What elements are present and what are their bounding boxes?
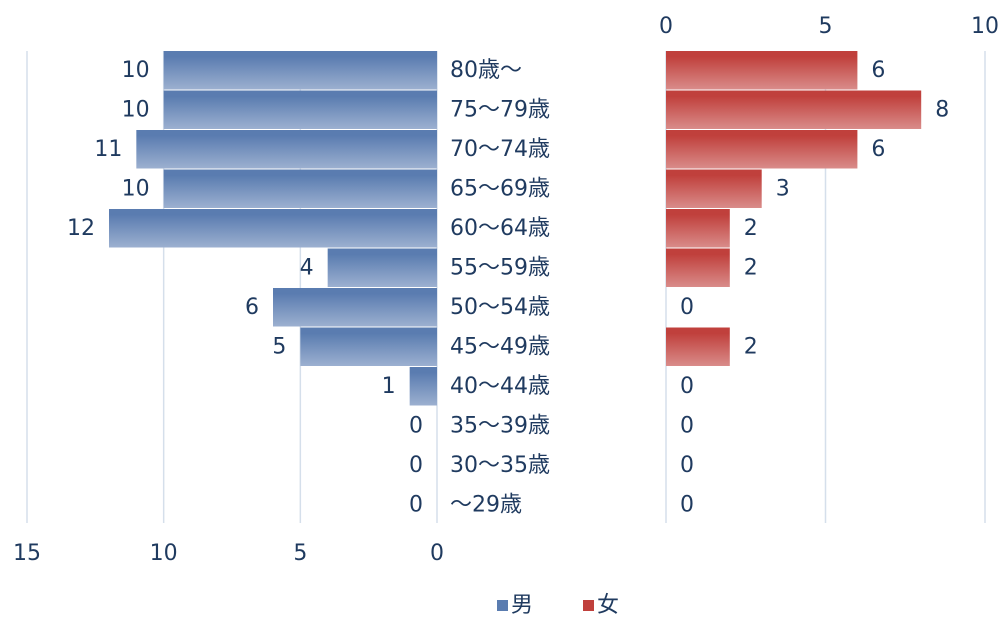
category-label: 30～35歳 [450,453,550,478]
value-label: 0 [409,492,423,517]
value-label: 0 [680,492,694,517]
value-label: 5 [272,334,286,359]
category-label: 65～69歳 [450,176,550,201]
category-label: 55～59歳 [450,255,550,280]
category-label: 40～44歳 [450,374,550,399]
bar [327,248,437,287]
bar [109,209,437,248]
bar [163,51,437,90]
x-tick-label: 5 [293,541,307,566]
category-label: ～29歳 [450,492,522,517]
value-label: 2 [744,255,758,280]
x2-tick-label: 0 [659,14,673,39]
value-label: 11 [94,137,122,162]
bar [666,248,730,287]
x2-tick-label: 5 [819,14,833,39]
bar [666,209,730,248]
value-label: 10 [122,97,150,122]
value-label: 12 [67,216,95,241]
category-label: 75～79歳 [450,97,550,122]
category-label: 45～49歳 [450,334,550,359]
bar [666,51,858,90]
value-label: 10 [122,58,150,83]
value-label: 10 [122,176,150,201]
bar [409,367,437,406]
value-label: 8 [935,97,949,122]
legend-swatch [497,600,508,611]
value-label: 6 [871,137,885,162]
legend-label: 女 [597,593,619,618]
value-label: 0 [680,374,694,399]
value-label: 6 [245,295,259,320]
bar [666,130,858,169]
bar [300,327,437,366]
bar [666,327,730,366]
value-label: 4 [300,255,314,280]
value-label: 2 [744,216,758,241]
value-label: 6 [871,58,885,83]
legend-swatch [583,600,594,611]
value-label: 0 [409,413,423,438]
category-label: 50～54歳 [450,295,550,320]
x-tick-label: 15 [13,541,41,566]
x2-tick-label: 10 [971,14,999,39]
legend-label: 男 [511,593,533,618]
value-label: 3 [776,176,790,201]
value-label: 0 [680,453,694,478]
value-label: 0 [680,413,694,438]
category-label: 35～39歳 [450,413,550,438]
category-label: 80歳～ [450,58,522,83]
category-label: 60～64歳 [450,216,550,241]
bar [666,90,922,129]
x-tick-label: 0 [430,541,444,566]
bar [163,90,437,129]
x-tick-label: 10 [150,541,178,566]
value-label: 2 [744,334,758,359]
bar [163,169,437,208]
bar [136,130,438,169]
value-label: 1 [382,374,396,399]
category-label: 70～74歳 [450,137,550,162]
bar [273,288,437,327]
value-label: 0 [409,453,423,478]
value-label: 0 [680,295,694,320]
bar [666,169,762,208]
